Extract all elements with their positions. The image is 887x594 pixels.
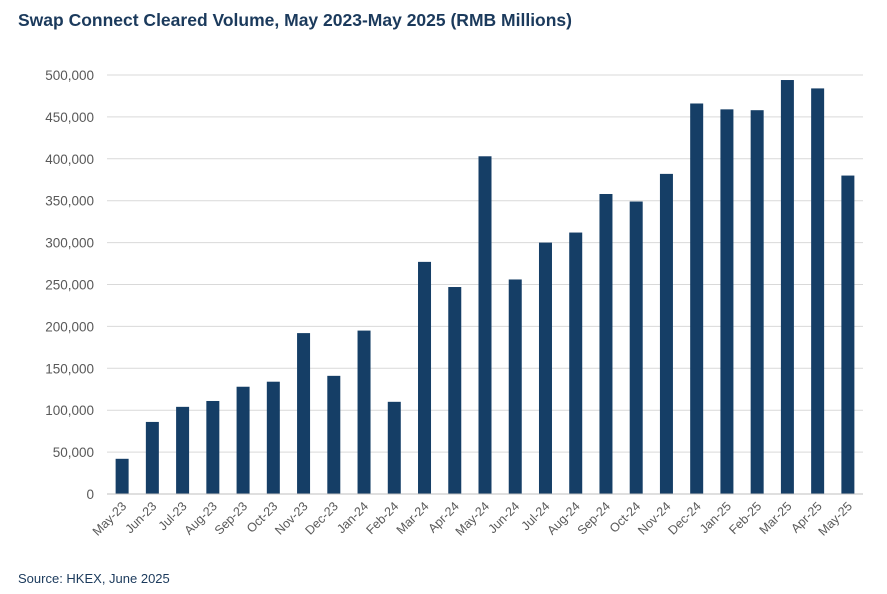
y-tick-label: 100,000 xyxy=(45,403,94,418)
chart-title: Swap Connect Cleared Volume, May 2023-Ma… xyxy=(18,10,572,30)
bars xyxy=(115,80,855,495)
bar-jan-24 xyxy=(357,330,371,494)
bar-sep-24 xyxy=(599,193,613,494)
bar-may-24 xyxy=(478,156,492,494)
y-tick-label: 50,000 xyxy=(53,445,94,460)
x-tick-label: Aug-24 xyxy=(544,499,582,537)
y-axis-ticks: 0 50,000 100,000 150,000 200,000 250,000 300,0… xyxy=(45,68,94,502)
bar-jun-23 xyxy=(145,421,159,494)
bar-oct-24 xyxy=(629,201,643,494)
bar-dec-24 xyxy=(690,103,704,494)
bar-oct-23 xyxy=(266,381,280,494)
bar-may-23 xyxy=(115,458,129,494)
x-tick-label: Dec-23 xyxy=(303,499,341,537)
x-tick-label: Mar-25 xyxy=(757,499,795,537)
y-tick-label: 400,000 xyxy=(45,152,94,167)
bar-aug-23 xyxy=(206,400,220,494)
bar-may-25 xyxy=(841,175,855,494)
y-tick-label: 300,000 xyxy=(45,236,94,251)
y-tick-label: 350,000 xyxy=(45,194,94,209)
x-tick-label: Feb-25 xyxy=(726,499,764,537)
bar-apr-24 xyxy=(448,287,462,494)
x-tick-label: Nov-23 xyxy=(272,499,310,537)
bar-jan-25 xyxy=(720,109,734,494)
bar-apr-25 xyxy=(811,88,825,495)
bar-mar-24 xyxy=(418,261,432,494)
x-tick-label: Mar-24 xyxy=(394,499,432,537)
x-axis-ticks: May-23Jun-23Jul-23Aug-23Sep-23Oct-23Nov-… xyxy=(90,499,855,538)
bar-sep-23 xyxy=(236,386,250,494)
x-tick-label: Dec-24 xyxy=(665,499,703,537)
bar-feb-25 xyxy=(750,110,764,495)
bar-jul-23 xyxy=(176,406,190,494)
y-tick-label: 0 xyxy=(86,487,94,502)
x-tick-label: May-23 xyxy=(90,499,129,538)
y-tick-label: 500,000 xyxy=(45,68,94,83)
bar-jul-24 xyxy=(538,242,552,494)
bar-nov-24 xyxy=(659,173,673,494)
x-tick-label: Jun-23 xyxy=(123,499,160,536)
x-tick-label: May-25 xyxy=(816,499,855,538)
bar-dec-23 xyxy=(327,375,341,494)
x-tick-label: Sep-24 xyxy=(575,499,613,537)
bar-mar-25 xyxy=(780,80,794,494)
y-tick-label: 150,000 xyxy=(45,361,94,376)
bar-nov-23 xyxy=(297,333,311,494)
bar-jun-24 xyxy=(508,279,522,494)
x-tick-label: May-24 xyxy=(453,499,492,538)
y-tick-label: 450,000 xyxy=(45,110,94,125)
source-note: Source: HKEX, June 2025 xyxy=(18,571,170,586)
x-tick-label: Nov-24 xyxy=(635,499,673,537)
x-tick-label: Feb-24 xyxy=(363,499,401,537)
x-tick-label: Jun-24 xyxy=(485,499,522,536)
bar-aug-24 xyxy=(569,232,583,494)
x-tick-label: Aug-23 xyxy=(182,499,220,537)
x-tick-label: Sep-23 xyxy=(212,499,250,537)
y-tick-label: 200,000 xyxy=(45,319,94,334)
y-tick-label: 250,000 xyxy=(45,278,94,293)
bar-feb-24 xyxy=(387,401,401,494)
